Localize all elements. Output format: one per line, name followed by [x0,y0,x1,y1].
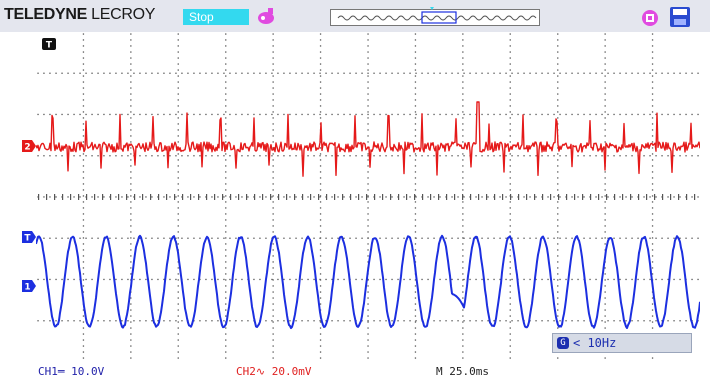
trigger-frequency-readout[interactable]: G < 10Hz [552,333,692,353]
graticule [37,33,699,359]
waveform-navigator-icon[interactable] [330,7,540,27]
trigger-level-marker-label: T [24,234,31,244]
run-status-label[interactable]: Stop [183,9,249,25]
timebase-readout[interactable]: M 25.0ms [436,365,489,378]
ch2-waveform [36,101,700,177]
ch2-scale-readout[interactable]: CH2∿ 20.0mV [236,365,312,378]
top-toolbar: TELEDYNE LECROY Stop [0,0,710,32]
brand-logo: TELEDYNE LECROY [4,6,155,24]
waveform-display[interactable] [36,32,700,362]
status-bar: CH1═ 10.0V CH2∿ 20.0mV M 25.0ms [0,362,710,378]
ch1-scale-readout[interactable]: CH1═ 10.0V [38,365,105,378]
top-trigger-marker-label: T [46,41,53,51]
waveform-plot [36,33,700,359]
brand-text: LECROY [86,6,156,23]
ch2-ground-marker-label: 2 [24,143,30,153]
chip-icon[interactable] [640,8,660,28]
ch2-ground-marker[interactable]: 2 [22,140,36,152]
trigger-level-marker[interactable]: T [22,231,36,243]
ch1-ground-marker[interactable]: 1 [22,280,36,292]
trigger-frequency-text: < 10Hz [573,336,617,350]
ch1-ground-marker-label: 1 [24,283,30,293]
trigger-source-icon: G [557,337,569,349]
run-status-icon[interactable] [254,6,278,26]
top-trigger-marker: T [42,38,56,50]
save-icon[interactable] [668,6,692,28]
brand-text-bold: TELEDYNE [4,6,87,23]
ch1-waveform [36,234,700,330]
